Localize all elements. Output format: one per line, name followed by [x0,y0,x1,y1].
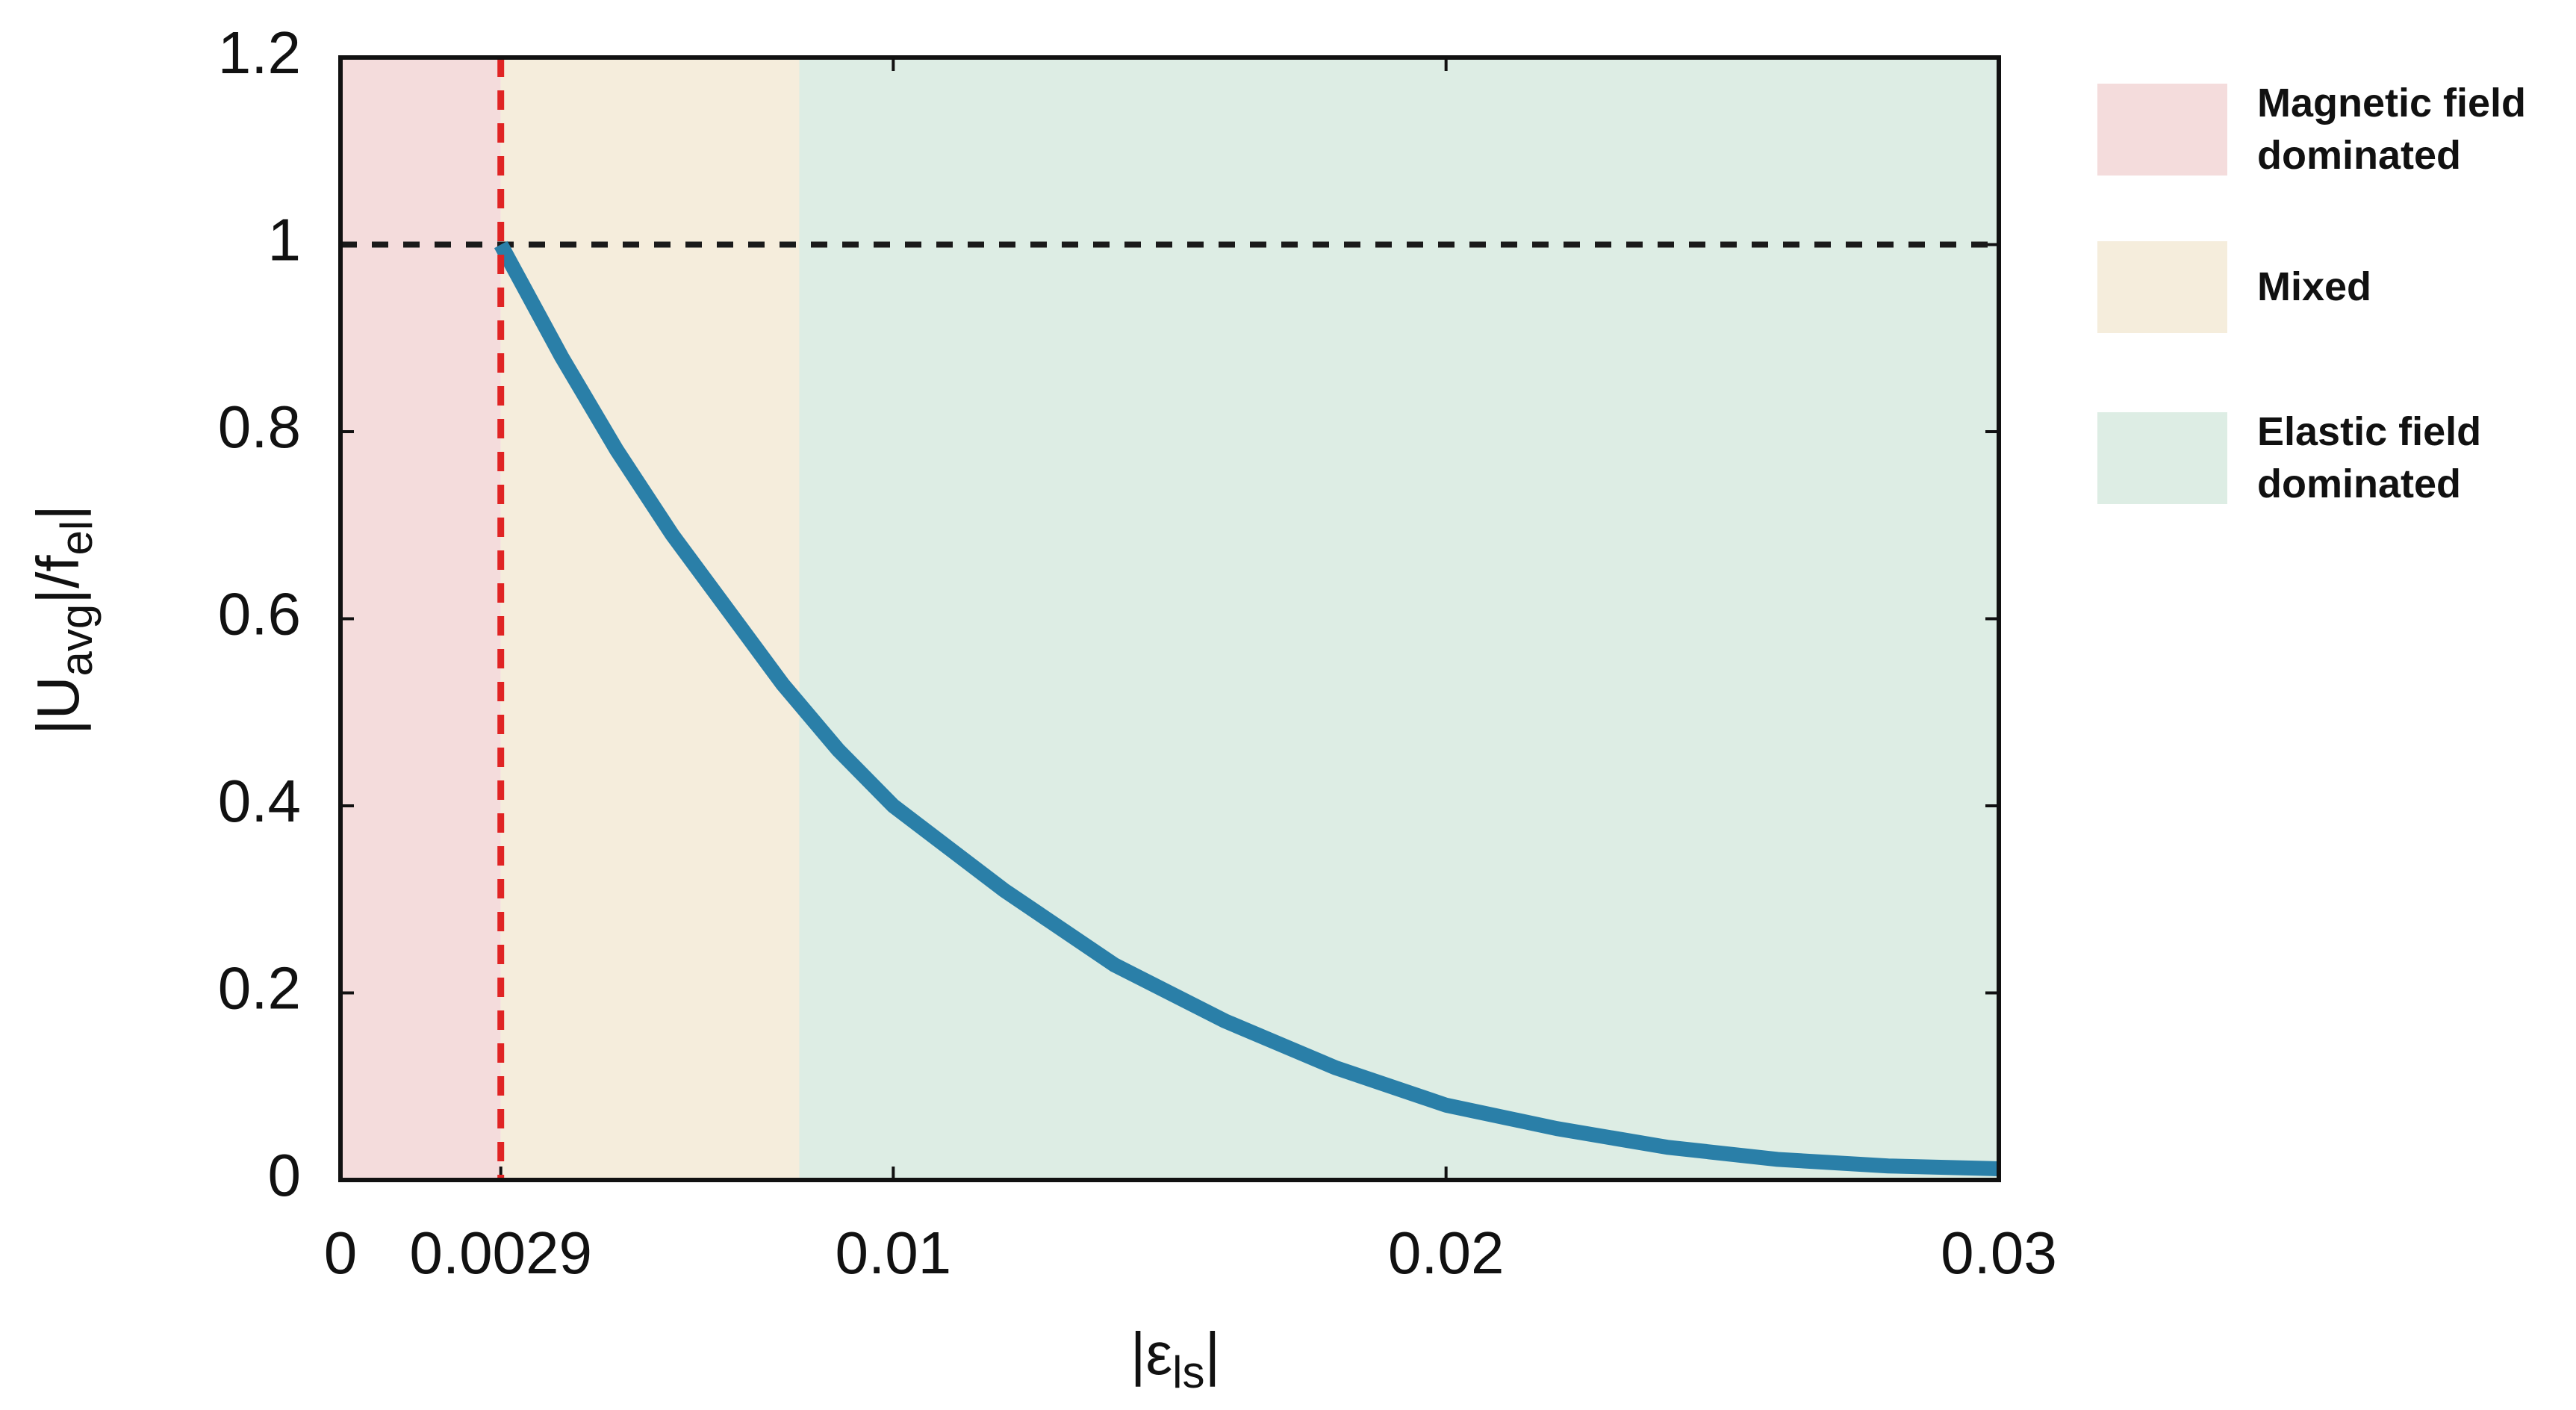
data-line [494,240,2000,1176]
label-part: | [1205,1320,1221,1387]
label-part: ls [1172,1347,1204,1397]
label-part: |U [25,676,91,735]
label-part: |/f [25,555,91,604]
legend-label: Mixed [2257,264,2372,310]
y-tick-label: 1.2 [218,19,301,86]
y-tick-label: 1 [268,207,302,273]
label-part: el [52,521,102,556]
y-tick-label: 0.2 [218,955,301,1022]
region [340,58,501,1180]
y-axis-label: |Uavg|/fel| [25,505,102,735]
legend-swatch [2097,241,2227,333]
plot-frame [338,55,2001,1182]
region [799,58,1999,1180]
legend-label: Magnetic field dominated [2257,81,2527,178]
y-tick-label: 0.6 [218,581,301,647]
label-part: | [25,505,91,521]
x-tick-label: 0 [324,1220,358,1286]
label-part: avg [52,604,102,677]
y-tick-label: 0.8 [218,394,301,460]
legend-item: Mixed [2097,241,2571,333]
x-tick-label: 0.03 [1941,1220,2057,1286]
legend-swatch [2097,83,2227,176]
x-tick-label: 0.02 [1388,1220,1505,1286]
x-tick-label: 0.0029 [409,1220,592,1286]
y-tick-label: 0 [268,1142,302,1208]
x-axis-label: |εls| [1130,1320,1221,1397]
label-part: |ε [1130,1320,1172,1387]
legend-label: Elastic field dominated [2257,409,2482,507]
x-tick-label: 0.01 [835,1220,951,1286]
legend-item: Elastic field dominated [2097,406,2571,510]
y-tick-label: 0.4 [218,768,301,834]
legend-item: Magnetic field dominated [2097,77,2571,181]
region [500,58,800,1180]
legend-swatch [2097,411,2227,504]
